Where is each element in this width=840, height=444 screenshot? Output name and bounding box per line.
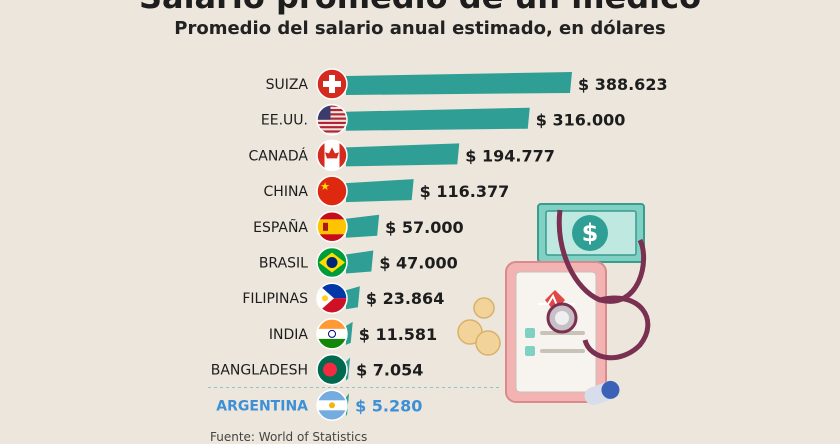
- value-label: $ 57.000: [385, 218, 463, 237]
- value-label: $ 7.054: [356, 361, 423, 380]
- category-label: ESPAÑA: [253, 219, 308, 236]
- bar: [346, 107, 530, 131]
- bar: [346, 143, 460, 167]
- canada-flag-icon: [316, 139, 348, 172]
- source-note: Fuente: World of Statistics: [210, 430, 368, 444]
- value-label: $ 316.000: [536, 111, 626, 130]
- bangladesh-flag-icon: [316, 353, 348, 386]
- category-label: EE.UU.: [261, 113, 308, 129]
- bar: [346, 72, 572, 95]
- money-bill-icon: $: [537, 203, 645, 263]
- chart-row: ARGENTINA $ 5.280: [216, 389, 422, 422]
- chart-subtitle: Promedio del salario anual estimado, en …: [174, 18, 666, 39]
- chart-row: CANADÁ $ 194.777: [248, 139, 555, 172]
- category-label: SUIZA: [266, 77, 309, 93]
- bar: [346, 179, 414, 203]
- bar: [346, 357, 351, 381]
- bar: [346, 321, 353, 345]
- category-label: BANGLADESH: [211, 363, 308, 379]
- value-label: $ 11.581: [359, 325, 437, 344]
- bar: [346, 214, 380, 238]
- chart-row: EE.UU. $ 316.000: [261, 103, 626, 136]
- bar: [346, 250, 374, 274]
- value-label: $ 23.864: [366, 289, 444, 308]
- chart-row: CHINA ★ $ 116.377: [264, 175, 510, 207]
- value-label: $ 5.280: [355, 396, 422, 415]
- chart-row: FILIPINAS $ 23.864: [242, 282, 444, 314]
- stethoscope-icon: [546, 209, 651, 361]
- bar: [346, 286, 360, 310]
- value-label: $ 194.777: [465, 146, 555, 165]
- argentina-flag-icon: [316, 389, 348, 422]
- category-label: ARGENTINA: [216, 398, 308, 414]
- chart-title: Salario promedio de un médico: [0, 0, 840, 16]
- pill-icon: [584, 380, 620, 406]
- china-flag-icon: ★: [316, 175, 348, 207]
- svg-text:$: $: [582, 219, 599, 247]
- chart-row: INDIA $ 11.581: [269, 318, 437, 350]
- category-label: FILIPINAS: [242, 291, 308, 307]
- svg-text:★: ★: [320, 180, 330, 193]
- usa-flag-icon: [316, 103, 348, 136]
- chart-row: SUIZA $ 388.623: [266, 68, 668, 100]
- chart-row: BRASIL $ 47.000: [259, 246, 458, 279]
- spain-flag-icon: [316, 211, 348, 243]
- category-label: BRASIL: [259, 256, 308, 272]
- coins-icon: [457, 297, 501, 356]
- value-label: $ 116.377: [420, 182, 510, 201]
- chart-row: ESPAÑA $ 57.000: [253, 211, 464, 243]
- value-label: $ 47.000: [379, 254, 457, 273]
- brazil-flag-icon: [316, 246, 348, 279]
- category-label: INDIA: [269, 327, 309, 343]
- category-label: CANADÁ: [248, 147, 308, 164]
- india-flag-icon: [316, 318, 348, 350]
- category-label: CHINA: [264, 184, 309, 200]
- chart-row: BANGLADESH $ 7.054: [211, 353, 423, 386]
- switzerland-flag-icon: [316, 68, 348, 100]
- value-label: $ 388.623: [578, 75, 668, 94]
- philippines-flag-icon: [316, 282, 348, 314]
